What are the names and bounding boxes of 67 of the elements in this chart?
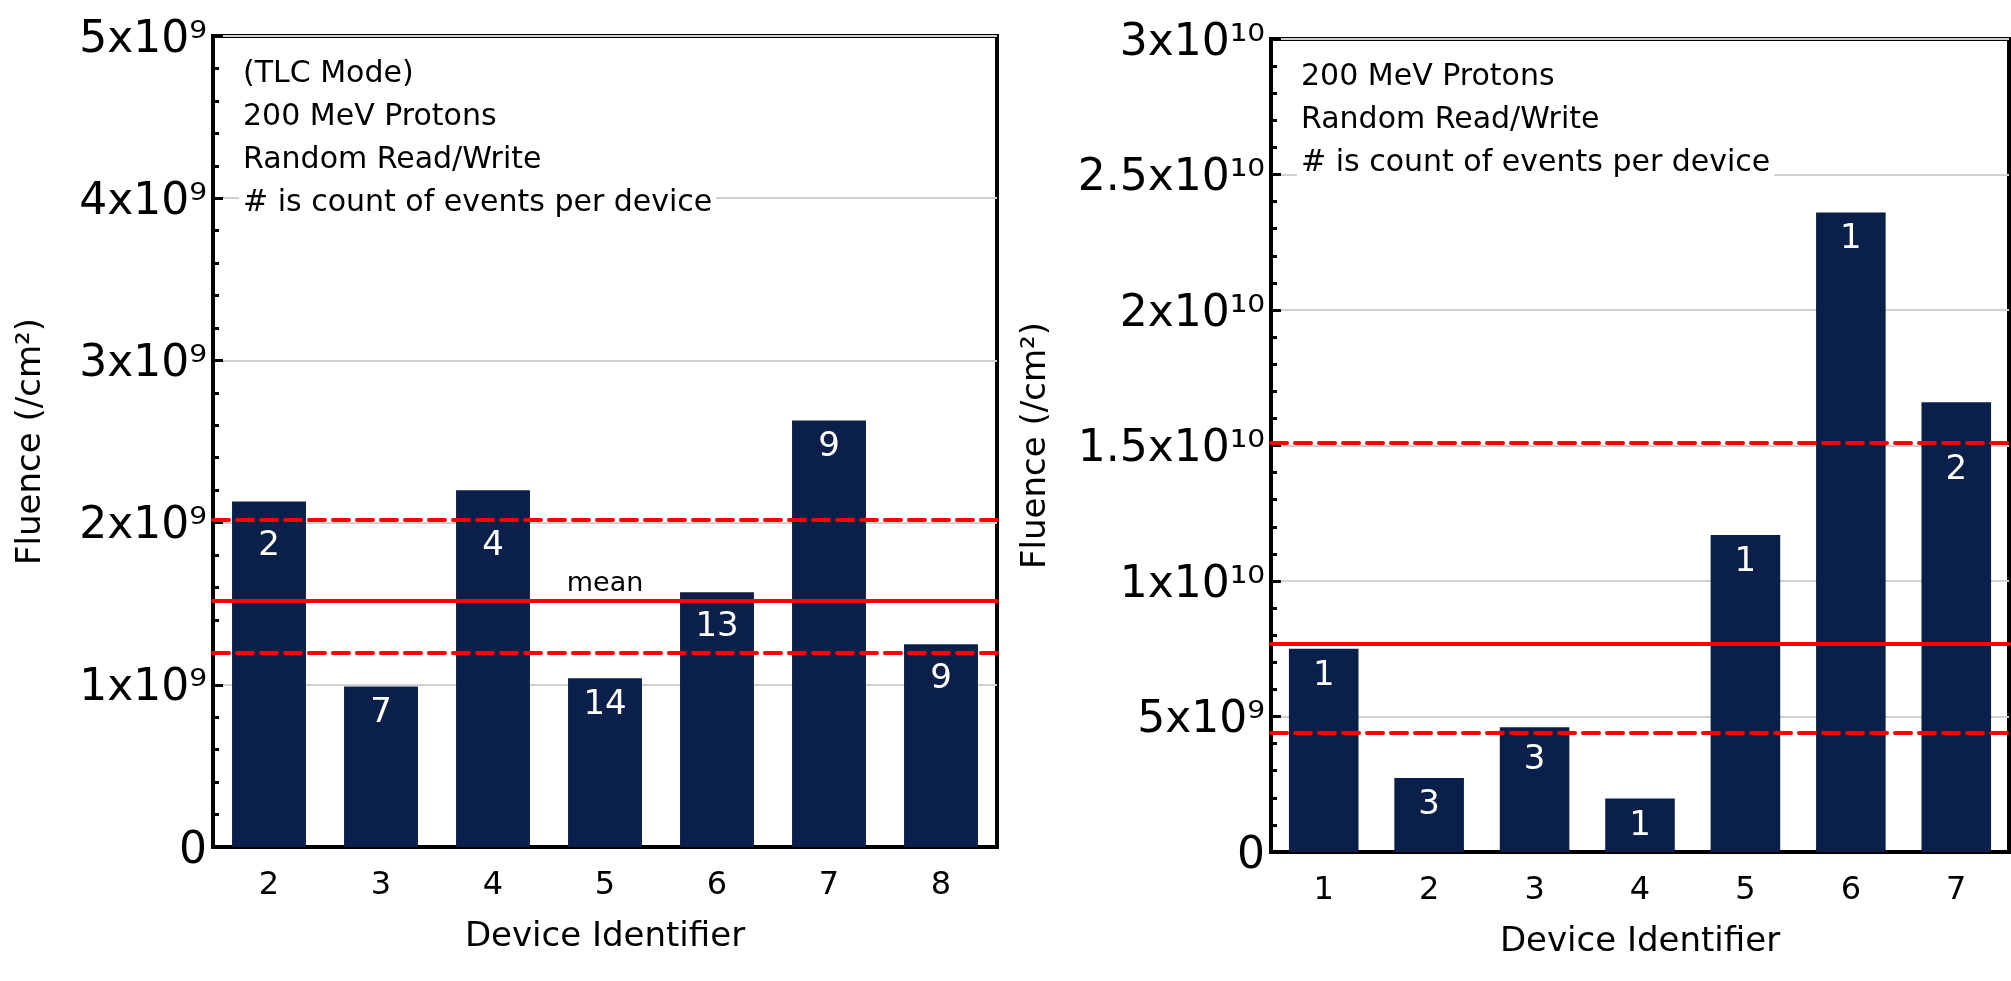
x-tick-label: 2 [258,864,280,902]
y-tick-label: 2x10⁹ [79,497,207,549]
y-tick-label: 1.5x10¹⁰ [1077,420,1265,471]
x-tick-label: 3 [1524,869,1545,907]
x-tick-label: 6 [1840,869,1862,907]
bar [1921,402,1992,852]
annotation: Random Read/Write [243,139,542,175]
bar [232,501,306,847]
y-tick-label: 2.5x10¹⁰ [1077,149,1265,200]
annotation: 200 MeV Protons [243,96,497,132]
annotation: Random Read/Write [1301,99,1600,135]
x-tick-label: 8 [930,864,952,902]
bar [1394,778,1464,852]
annotation: 3 [1418,782,1440,823]
y-tick-label: 0 [1237,826,1265,878]
annotation: 7 [370,690,392,731]
annotation: 9 [930,656,952,697]
y-tick-label: 4x10⁹ [79,172,207,224]
annotation: 1 [1840,216,1862,257]
annotation: 200 MeV Protons [1301,56,1555,92]
bar [1816,212,1886,852]
x-tick-label: 5 [1735,869,1756,907]
x-tick-label: 7 [1946,869,1967,907]
bar [1710,534,1781,852]
annotation: (TLC Mode) [243,53,414,89]
x-tick-label: 4 [482,864,504,902]
y-tick-label: 0 [179,821,207,873]
y-tick-label: 3x10⁹ [79,334,207,386]
x-tick-label: 6 [706,864,728,902]
bar [792,420,866,847]
bar [1605,798,1675,852]
y-tick-label: 1x10⁹ [79,659,207,711]
annotation: 2 [258,523,280,564]
annotation: 2 [1945,446,1968,487]
x-tick-label: 1 [1313,869,1334,907]
x-tick-label: 4 [1629,869,1651,907]
bar [680,592,754,847]
annotation: 4 [482,523,504,564]
bar [344,686,418,847]
y-tick-label: 3x10¹⁰ [1119,13,1265,65]
annotation: 1 [1629,802,1651,843]
bar [456,490,530,847]
x-tick-label: 7 [818,864,840,902]
x-tick-label: 3 [370,864,392,902]
y-tick-label: 5x10⁹ [1137,691,1265,742]
x-tick-label: 2 [1418,869,1440,907]
annotation: 1 [1734,538,1757,579]
annotation: 9 [818,424,840,465]
ref-line-label: mean [566,566,644,598]
annotation: # is count of events per device [1301,142,1771,178]
y-tick-label: 5x10⁹ [79,10,207,62]
y-tick-label: 2x10¹⁰ [1119,284,1265,336]
bar [1288,648,1359,852]
annotation: 3 [1523,736,1546,777]
x-axis-title: Device Identifier [464,914,746,954]
annotation: 14 [583,682,627,723]
annotation: 1 [1312,652,1335,693]
y-tick-label: 1x10¹⁰ [1119,555,1265,607]
x-axis-title: Device Identifier [1499,919,1781,959]
x-tick-label: 5 [594,864,616,902]
bar [568,678,642,847]
annotation: # is count of events per device [243,182,713,218]
bar [1499,727,1570,852]
bar [904,644,978,847]
y-axis-title: Fluence (/cm²) [8,318,48,565]
annotation: 13 [695,604,739,645]
y-axis-title: Fluence (/cm²) [1013,322,1053,569]
